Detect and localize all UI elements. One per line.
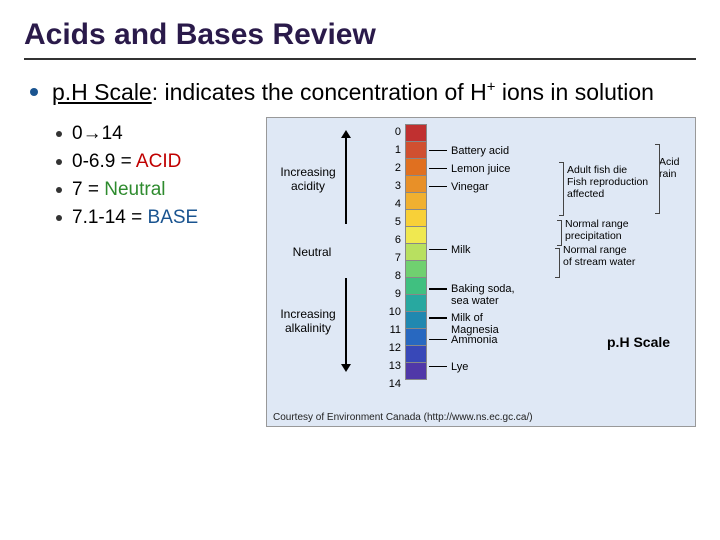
example-label: Vinegar <box>451 181 489 193</box>
example-label: Lye <box>451 361 468 373</box>
scale-cell <box>405 260 427 278</box>
scale-cell <box>405 294 427 312</box>
example-dash <box>429 317 447 319</box>
label-increasing-acidity: Increasingacidity <box>273 166 343 194</box>
example-label: Lemon juice <box>451 163 510 175</box>
scale-cell <box>405 124 427 142</box>
bracket-precip <box>557 220 562 246</box>
sub-item-text: 0→14 <box>72 123 123 145</box>
sub-list: 0→14 0-6.9 = ACID 7 = Neutral 7.1-14 = BASE <box>56 117 266 427</box>
ph-scale-chart: Increasingacidity Neutral Increasingalka… <box>266 117 696 427</box>
chart-inner: Increasingacidity Neutral Increasingalka… <box>267 118 695 400</box>
scale-number: 4 <box>385 198 401 210</box>
scale-cell <box>405 141 427 159</box>
note-stream: Normal rangeof stream water <box>563 244 635 268</box>
page-title: Acids and Bases Review <box>0 0 720 58</box>
scale-cell <box>405 192 427 210</box>
label-increasing-alkalinity: Increasingalkalinity <box>273 308 343 336</box>
scale-cell <box>405 209 427 227</box>
sub-item-text: 7.1-14 = BASE <box>72 207 198 229</box>
example-dash <box>429 168 447 170</box>
example-dash <box>429 186 447 188</box>
scale-number: 7 <box>385 252 401 264</box>
example-label: Battery acid <box>451 145 509 157</box>
example-label: Milk of Magnesia <box>451 312 499 336</box>
scale-cell <box>405 362 427 380</box>
scale-cell <box>405 226 427 244</box>
credit-text: Courtesy of Environment Canada (http://w… <box>273 412 689 423</box>
ph-scale-term: p.H Scale <box>52 79 152 105</box>
bullet-icon <box>56 215 62 221</box>
scale-number: 1 <box>385 144 401 156</box>
bullet-icon <box>56 187 62 193</box>
example-label: Ammonia <box>451 334 497 346</box>
bullet-icon <box>56 159 62 165</box>
scale-number: 6 <box>385 234 401 246</box>
note-fish: Adult fish dieFish reproductionaffected <box>567 164 648 200</box>
scale-number: 5 <box>385 216 401 228</box>
sub-item: 0-6.9 = ACID <box>56 151 266 173</box>
title-underline <box>24 58 696 60</box>
scale-column <box>405 124 427 379</box>
bracket-stream <box>555 248 560 278</box>
scale-cell <box>405 328 427 346</box>
sub-item-text: 7 = Neutral <box>72 179 165 201</box>
bracket-fish <box>559 162 564 216</box>
content-row: 0→14 0-6.9 = ACID 7 = Neutral 7.1-14 = BASE… <box>0 117 720 427</box>
scale-cell <box>405 175 427 193</box>
scale-number: 10 <box>385 306 401 318</box>
sub-item: 7.1-14 = BASE <box>56 207 266 229</box>
label-neutral: Neutral <box>287 246 337 260</box>
note-acid-rain: Acidrain <box>659 156 679 180</box>
example-dash <box>429 249 447 251</box>
scale-number: 8 <box>385 270 401 282</box>
bullet-icon <box>56 131 62 137</box>
arrow-down-icon <box>345 278 347 366</box>
main-bullet-text: p.H Scale: indicates the concentration o… <box>52 78 654 107</box>
scale-number: 2 <box>385 162 401 174</box>
bullet-icon <box>30 88 38 96</box>
scale-cell <box>405 158 427 176</box>
sub-item: 7 = Neutral <box>56 179 266 201</box>
example-dash <box>429 366 447 368</box>
example-dash <box>429 339 447 341</box>
scale-cell <box>405 345 427 363</box>
bracket-acid-rain <box>655 144 660 214</box>
ph-scale-title: p.H Scale <box>607 334 670 350</box>
example-dash <box>429 150 447 152</box>
sub-item-text: 0-6.9 = ACID <box>72 151 181 173</box>
scale-number: 11 <box>385 324 401 336</box>
note-precip: Normal rangeprecipitation <box>565 218 629 242</box>
main-bullet: p.H Scale: indicates the concentration o… <box>0 78 720 107</box>
example-label: Baking soda, sea water <box>451 283 515 307</box>
main-text-rest: : indicates the concentration of H <box>152 79 487 105</box>
scale-number: 12 <box>385 342 401 354</box>
arrow-up-icon <box>345 136 347 224</box>
sub-item: 0→14 <box>56 123 266 145</box>
main-text-rest2: ions in solution <box>495 79 654 105</box>
scale-number: 0 <box>385 126 401 138</box>
example-dash <box>429 288 447 290</box>
scale-cell <box>405 277 427 295</box>
example-label: Milk <box>451 244 471 256</box>
scale-number: 13 <box>385 360 401 372</box>
scale-number: 14 <box>385 378 401 390</box>
scale-cell <box>405 311 427 329</box>
scale-cell <box>405 243 427 261</box>
scale-number: 9 <box>385 288 401 300</box>
scale-number: 3 <box>385 180 401 192</box>
